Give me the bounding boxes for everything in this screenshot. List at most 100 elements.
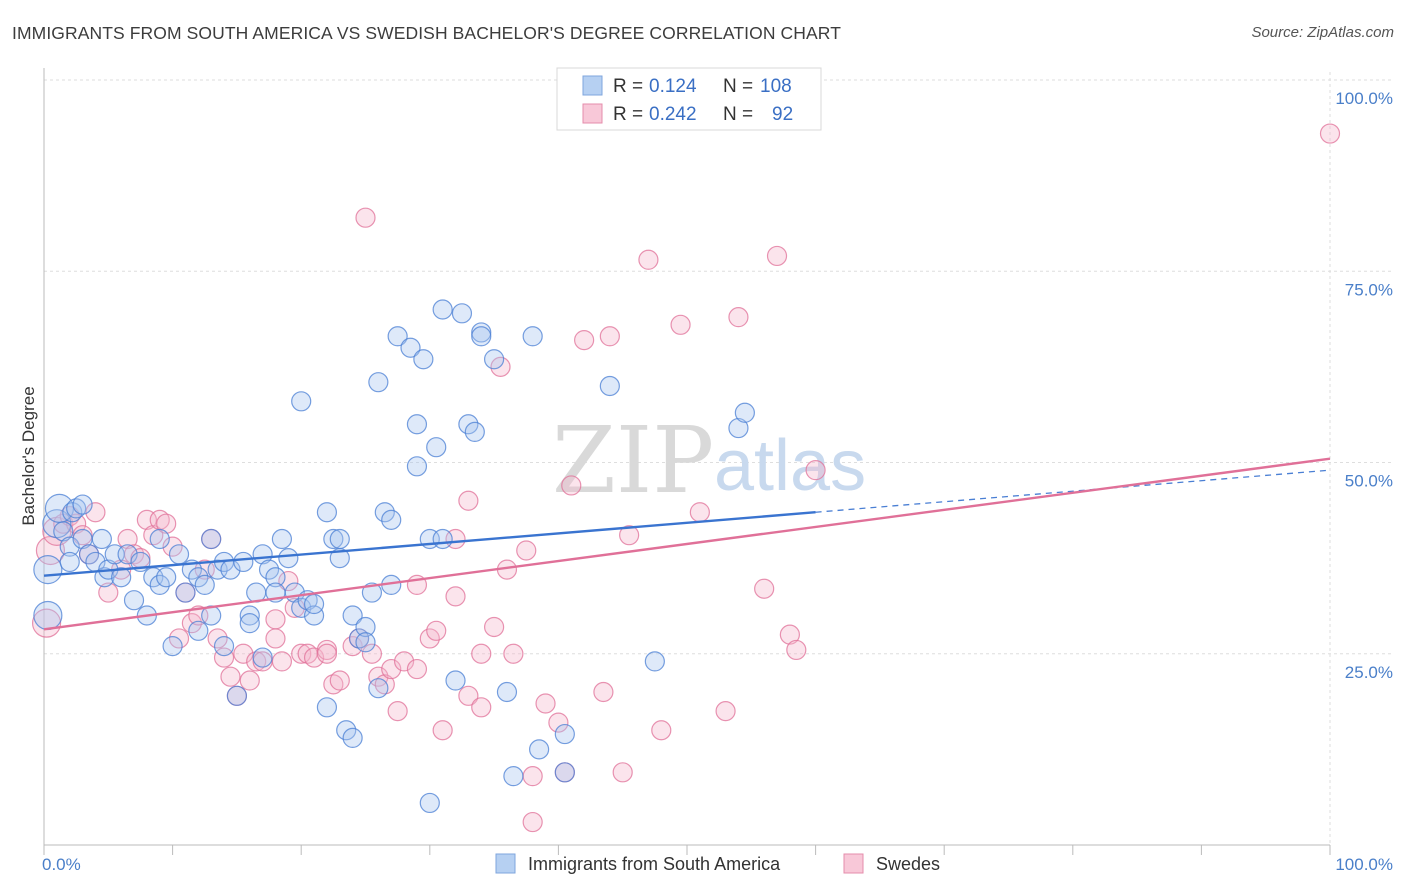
immigrants-point bbox=[233, 551, 254, 573]
swedes-point bbox=[31, 608, 62, 638]
swedes-point bbox=[754, 578, 775, 599]
swedes-point bbox=[156, 513, 177, 534]
y-tick-labels: 25.0% 50.0% 75.0% 100.0% bbox=[1335, 89, 1393, 682]
swedes-point bbox=[355, 207, 376, 228]
swedes-point bbox=[535, 693, 556, 714]
swedes-point bbox=[432, 720, 453, 741]
y-tick-label: 100.0% bbox=[1335, 89, 1393, 108]
bottom-legend-pink-swatch bbox=[843, 853, 864, 874]
legend-pink-n-value: 92 bbox=[772, 104, 793, 125]
y-tick-label: 50.0% bbox=[1345, 472, 1393, 491]
swedes-point bbox=[265, 609, 286, 630]
immigrants-point bbox=[599, 375, 620, 397]
immigrants-point bbox=[278, 548, 299, 569]
immigrants-point bbox=[33, 600, 63, 631]
x-tick-label-max: 100.0% bbox=[1335, 855, 1393, 874]
immigrants-point bbox=[419, 792, 440, 814]
swedes-point bbox=[522, 766, 543, 787]
immigrants-point bbox=[72, 494, 93, 515]
immigrants-point bbox=[33, 554, 63, 585]
swedes-point bbox=[522, 811, 543, 833]
y-axis-title: Bachelor's Degree bbox=[19, 386, 38, 525]
immigrants-point bbox=[175, 582, 196, 603]
immigrants-point bbox=[168, 544, 190, 565]
immigrants-point bbox=[400, 337, 421, 358]
immigrants-point bbox=[342, 605, 363, 626]
legend-pink-n-label: N = bbox=[723, 104, 753, 125]
immigrants-point bbox=[239, 605, 260, 626]
swedes-point bbox=[1319, 123, 1341, 144]
swedes-point bbox=[619, 525, 640, 546]
swedes-point bbox=[381, 658, 402, 680]
immigrants-point bbox=[239, 613, 260, 634]
legend-blue-r-value: 0.124 bbox=[649, 76, 697, 97]
immigrants-point bbox=[355, 616, 376, 638]
immigrants-point bbox=[226, 685, 247, 706]
immigrants-point bbox=[303, 593, 325, 615]
immigrants-point bbox=[156, 567, 177, 588]
x-tick-label-min: 0.0% bbox=[42, 855, 81, 874]
immigrants-point bbox=[271, 528, 293, 550]
immigrants-point bbox=[496, 681, 518, 703]
immigrants-point bbox=[329, 528, 350, 550]
immigrants-point bbox=[484, 349, 505, 370]
immigrants-point bbox=[149, 528, 170, 550]
immigrants-trend-extension bbox=[815, 469, 1331, 513]
swedes-point bbox=[361, 643, 383, 664]
immigrants-point bbox=[291, 391, 312, 412]
immigrants-point bbox=[316, 697, 338, 718]
swedes-point bbox=[471, 697, 492, 718]
swedes-point bbox=[117, 528, 138, 550]
swedes-point bbox=[374, 674, 395, 695]
immigrants-point bbox=[471, 326, 492, 347]
immigrants-point bbox=[644, 651, 665, 672]
immigrants-point bbox=[464, 421, 485, 442]
swedes-point bbox=[239, 670, 260, 691]
swedes-point bbox=[393, 651, 415, 672]
immigrants-point bbox=[213, 635, 235, 657]
immigrants-point bbox=[554, 762, 575, 783]
bottom-legend-blue-swatch bbox=[495, 853, 516, 874]
immigrants-point bbox=[342, 727, 363, 749]
swedes-point bbox=[406, 658, 428, 680]
immigrants-point bbox=[265, 567, 286, 588]
swedes-point bbox=[805, 460, 826, 481]
swedes-point bbox=[213, 647, 235, 668]
swedes-point bbox=[651, 720, 672, 741]
immigrants-point bbox=[201, 528, 222, 550]
bottom-legend-pink-label: Swedes bbox=[876, 854, 940, 874]
swedes-point bbox=[689, 502, 710, 523]
immigrants-point bbox=[91, 528, 112, 550]
immigrants-point bbox=[59, 551, 80, 573]
swedes-point bbox=[599, 326, 620, 347]
swedes-point bbox=[638, 249, 659, 270]
immigrants-point bbox=[53, 521, 74, 542]
immigrants-point bbox=[406, 456, 428, 477]
swedes-point bbox=[426, 620, 447, 641]
legend-pink-r-value: 0.242 bbox=[649, 104, 697, 125]
swedes-point bbox=[303, 647, 325, 668]
swedes-point bbox=[779, 624, 800, 645]
swedes-point bbox=[323, 674, 344, 695]
immigrants-point bbox=[62, 502, 83, 523]
y-tick-label: 25.0% bbox=[1345, 663, 1393, 682]
swedes-point bbox=[484, 616, 505, 638]
watermark-zip: ZIP bbox=[552, 407, 714, 514]
legend-blue-r-label: R = bbox=[613, 76, 643, 97]
immigrants-point bbox=[323, 528, 344, 550]
swedes-point bbox=[220, 666, 241, 687]
immigrants-point bbox=[162, 635, 183, 657]
immigrants-point bbox=[316, 502, 338, 523]
swedes-point bbox=[271, 651, 293, 672]
immigrants-point bbox=[529, 739, 550, 760]
immigrants-point bbox=[432, 528, 453, 550]
immigrants-point bbox=[522, 326, 543, 347]
bottom-legend-blue-label: Immigrants from South America bbox=[528, 854, 781, 874]
immigrants-point bbox=[432, 299, 453, 320]
swedes-trend-line bbox=[43, 457, 1331, 631]
chart-title: IMMIGRANTS FROM SOUTH AMERICA VS SWEDISH… bbox=[12, 23, 842, 43]
immigrants-point bbox=[188, 620, 209, 641]
x-tick-labels: 0.0% 100.0% bbox=[42, 855, 1393, 874]
swedes-point bbox=[316, 643, 338, 664]
swedes-point bbox=[516, 540, 537, 561]
